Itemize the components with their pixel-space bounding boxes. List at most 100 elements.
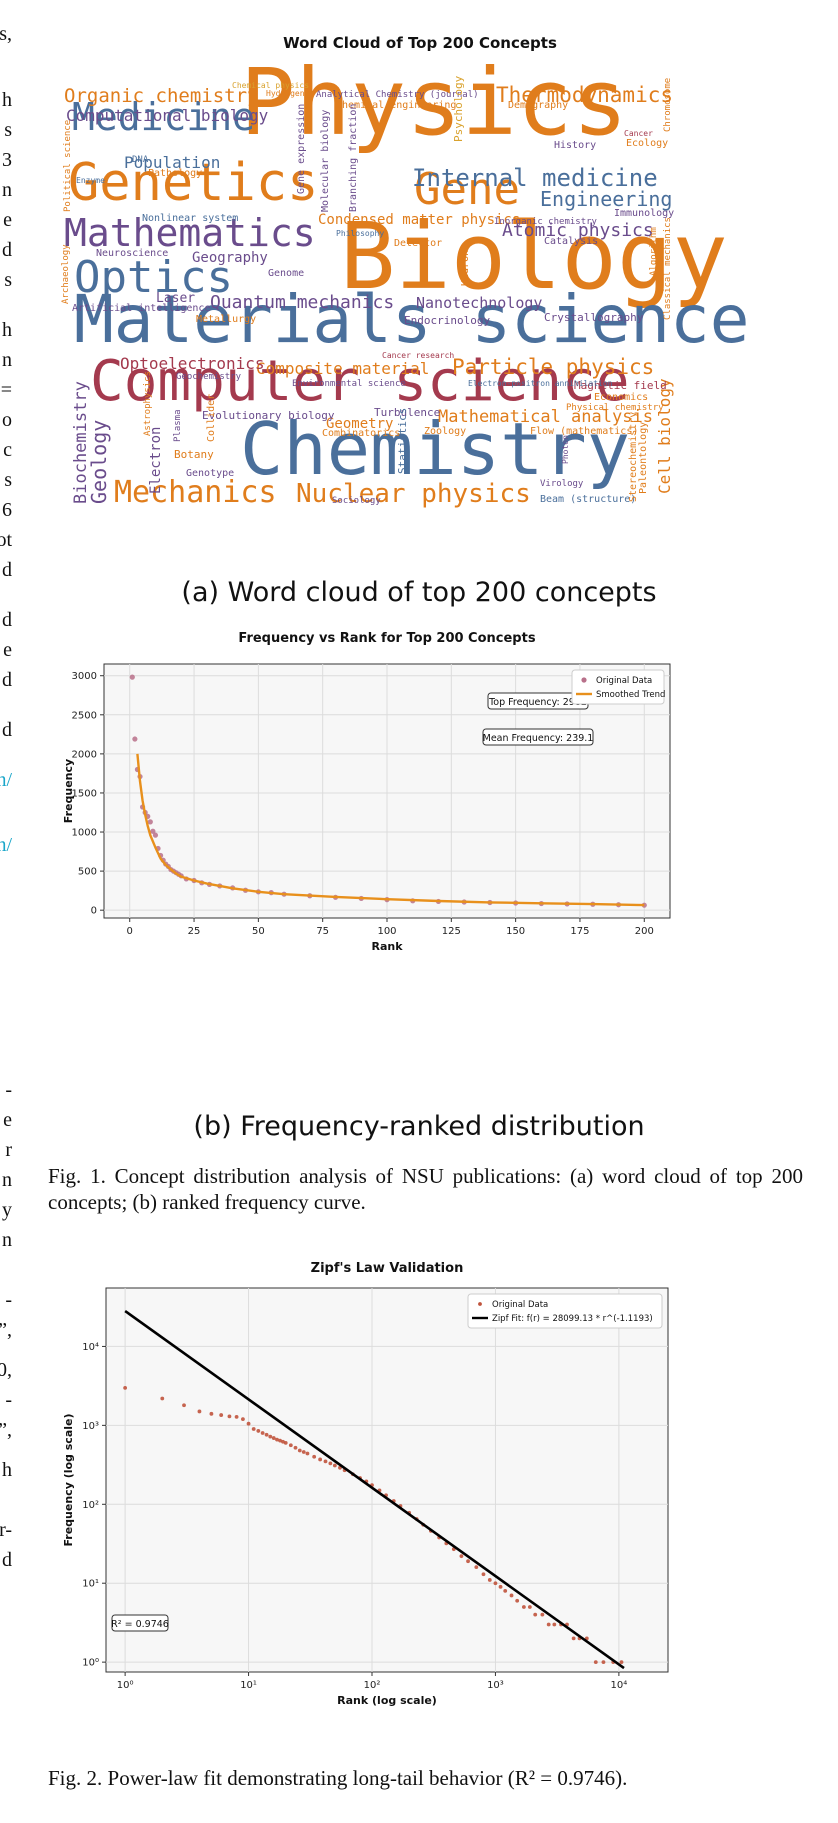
data-point — [264, 1432, 269, 1437]
word-cloud-word: Composite material — [256, 359, 429, 378]
x-tick-label: 10⁰ — [117, 1680, 134, 1691]
margin-fragment: d — [2, 239, 12, 261]
margin-fragment: s — [4, 269, 12, 291]
word-cloud-word: Chemical physics — [232, 81, 309, 90]
margin-fragment: d — [2, 669, 12, 691]
margin-fragment: d — [2, 1549, 12, 1571]
data-point — [123, 1386, 128, 1390]
margin-fragment[interactable]: n/ — [0, 769, 12, 791]
word-cloud-word: Nuclear physics — [296, 479, 531, 509]
data-point — [260, 1431, 265, 1435]
y-tick-label: 0 — [91, 906, 97, 917]
data-point — [132, 736, 138, 742]
data-point — [301, 1450, 306, 1454]
data-point — [197, 1409, 202, 1414]
x-axis-label: Rank (log scale) — [337, 1694, 437, 1707]
annotation-box — [111, 1614, 169, 1632]
word-cloud-word: Economics — [594, 392, 648, 403]
data-point — [209, 1411, 214, 1416]
margin-fragment: o — [2, 409, 12, 431]
word-cloud-word: Optics — [74, 252, 233, 303]
chart-title: Frequency vs Rank for Top 200 Concepts — [238, 631, 535, 646]
margin-fragment: 3 — [2, 149, 12, 171]
x-tick-label: 200 — [635, 926, 654, 937]
word-cloud-word: Cancer — [624, 129, 653, 138]
margin-fragment: d — [2, 719, 12, 741]
margin-fragment: ”, — [0, 1319, 12, 1341]
word-cloud-word: Collider — [206, 394, 217, 442]
word-cloud-word: Classical mechanics — [663, 217, 673, 320]
figure-1-caption: Fig. 1. Concept distribution analysis of… — [48, 1164, 803, 1214]
data-point — [601, 1660, 606, 1665]
word-cloud-word: Biochemistry — [71, 381, 91, 504]
data-point — [150, 828, 156, 834]
word-cloud-figure: Word Cloud of Top 200 Concepts Physics Bi… — [61, 34, 750, 510]
annotation-r-squared: R² = 0.9746 — [111, 1619, 169, 1630]
margin-fragment: e — [3, 1109, 12, 1131]
word-cloud-word: Environmental science — [292, 379, 406, 389]
margin-fragment: - — [5, 1289, 12, 1311]
data-point — [521, 1605, 526, 1609]
word-cloud-word: Optoelectronics — [120, 354, 265, 373]
data-point — [503, 1588, 508, 1593]
word-cloud-word: Internal medicine — [412, 164, 658, 192]
data-point — [546, 1622, 551, 1627]
word-cloud-word: Gene — [414, 164, 520, 215]
word-cloud-word: Electron-positron annihilation — [468, 379, 613, 388]
word-cloud-word: Neuroscience — [96, 248, 168, 259]
word-cloud-word: Metallurgy — [196, 314, 256, 325]
word-cloud-word: Geometry — [326, 416, 393, 432]
word-cloud-word: Crystallography — [544, 311, 644, 324]
x-tick-label: 10¹ — [240, 1680, 257, 1691]
word-cloud-word: Botany — [174, 448, 214, 461]
word-cloud-word: Physics — [240, 49, 628, 156]
y-tick-label: 500 — [78, 867, 97, 878]
word-cloud-word: Demography — [508, 100, 568, 111]
y-tick-label: 10³ — [82, 1421, 99, 1432]
word-cloud-word: Condensed matter physics — [318, 212, 520, 228]
word-cloud-word: Catalysis — [544, 236, 598, 247]
zipf-chart: Zipf's Law Validation 10⁰ 10¹ 10² 10³ 10⁴ 10⁰ 1… — [62, 1261, 669, 1707]
y-tick-label: 1000 — [72, 828, 97, 839]
word-cloud-word: Nonlinear system — [142, 213, 238, 224]
plot-area — [105, 1287, 669, 1673]
word-cloud-word: Atomic physics — [502, 220, 654, 241]
data-point — [227, 1414, 232, 1419]
margin-fragment: d — [2, 559, 12, 581]
word-cloud-word: Chemical engineering — [336, 100, 456, 111]
margin-fragment[interactable]: n/ — [0, 834, 12, 856]
data-point — [593, 1660, 598, 1665]
data-point — [312, 1454, 317, 1459]
word-cloud-word: Geography — [192, 250, 268, 266]
chart-title: Zipf's Law Validation — [311, 1261, 464, 1276]
margin-fragment: s — [4, 119, 12, 141]
y-tick-label: 2000 — [72, 749, 97, 760]
word-cloud-word: Pathology — [148, 168, 202, 179]
word-cloud-word: Cell biology — [655, 378, 674, 494]
word-cloud-word: Electron — [148, 427, 164, 494]
word-cloud-word: Plasma — [173, 409, 183, 442]
word-cloud-word: Nanotechnology — [416, 294, 542, 312]
legend-label: Original Data — [492, 1300, 548, 1310]
word-cloud-word: Evolutionary biology — [202, 409, 335, 422]
data-point — [288, 1443, 293, 1448]
data-point — [459, 1554, 464, 1559]
word-cloud-word: Biology — [340, 203, 728, 310]
y-axis-label: Frequency (log scale) — [62, 1413, 75, 1546]
data-point — [246, 1421, 251, 1426]
word-cloud-word: Gene expression — [296, 104, 307, 194]
data-point — [515, 1598, 520, 1603]
legend-label: Smoothed Trend — [596, 690, 665, 700]
margin-fragment: - — [5, 1389, 12, 1411]
data-point — [305, 1451, 310, 1456]
data-point — [283, 1440, 288, 1445]
word-cloud-word: Thermodynamics — [496, 83, 673, 107]
x-tick-label: 25 — [188, 926, 201, 937]
word-cloud-word: Molecular biology — [320, 110, 331, 212]
word-cloud-word: Geochemistry — [176, 372, 242, 382]
margin-fragment: e — [3, 639, 12, 661]
x-axis-label: Rank — [371, 940, 403, 953]
word-cloud-word: Medicine — [72, 95, 255, 139]
margin-fragment: ”, — [0, 1419, 12, 1441]
data-point — [293, 1445, 298, 1450]
